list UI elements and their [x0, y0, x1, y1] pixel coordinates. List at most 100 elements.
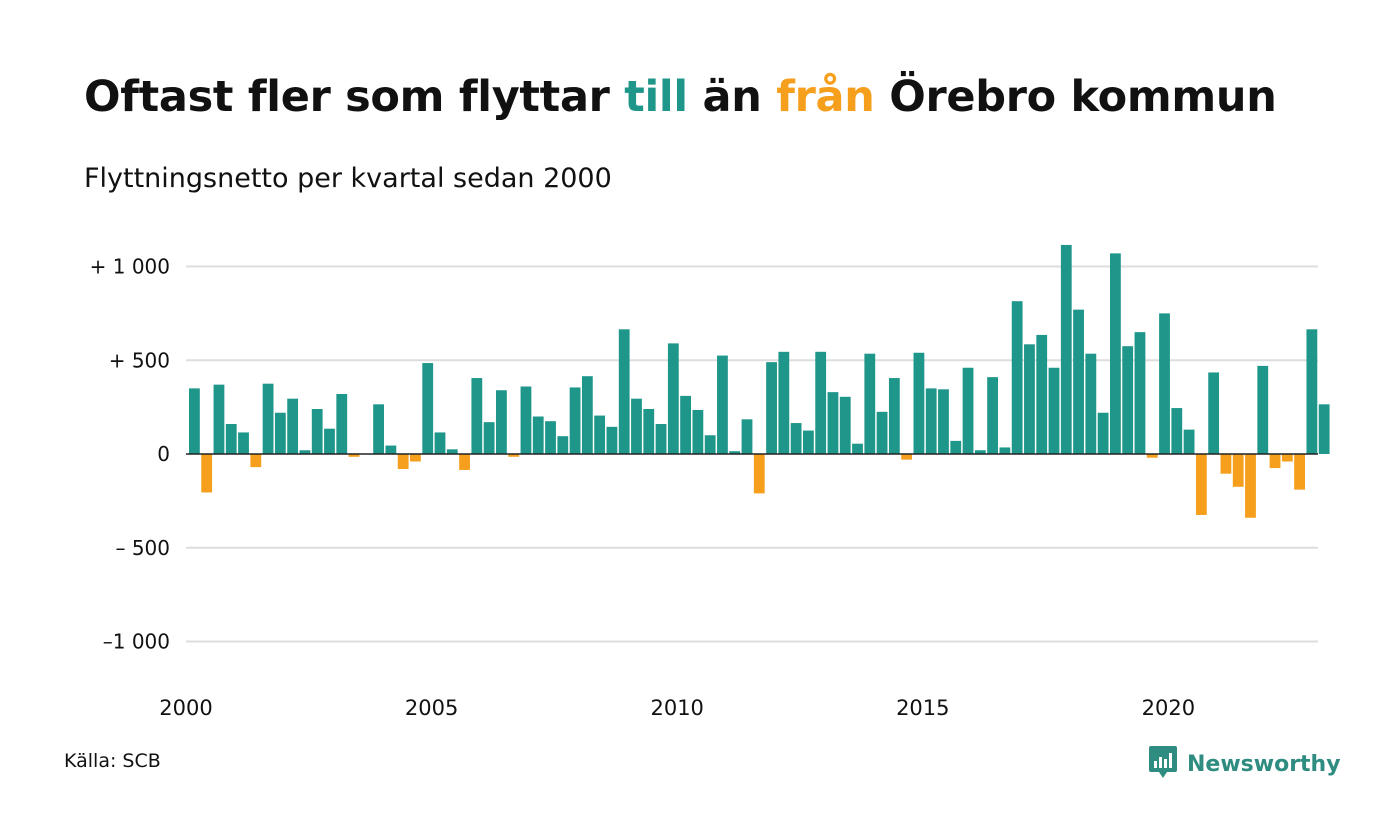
bar-2012-k4 — [815, 351, 827, 454]
bar-2010-k4 — [717, 355, 728, 454]
bar-2018-k1 — [1073, 309, 1084, 455]
bar-2013-k4 — [864, 353, 876, 454]
bar-2012-k1 — [778, 351, 790, 454]
bar-2001-k2 — [250, 454, 262, 468]
bar-2021-k1 — [1220, 454, 1232, 474]
bar-2007-k3 — [557, 436, 569, 454]
y-tick-label: 0 — [157, 442, 170, 466]
bar-2012-k2 — [790, 423, 802, 454]
x-tick-label: 2020 — [1142, 696, 1195, 720]
bar-2000-k2 — [201, 454, 213, 493]
y-axis-labels: + 1 000 + 500 0 – 500 –1 000 — [90, 255, 170, 654]
title-part-3: än — [687, 72, 777, 122]
bar-2004-k4 — [422, 363, 434, 454]
bar-2022-k3 — [1294, 454, 1305, 490]
bar-2022-k1 — [1269, 454, 1281, 469]
bar-2002-k4 — [324, 428, 335, 454]
y-tick-label: + 500 — [109, 348, 170, 372]
bar-2021-k3 — [1245, 454, 1256, 518]
bar-2011-k1 — [729, 451, 741, 454]
newsworthy-logo[interactable]: Newsworthy — [1148, 744, 1341, 784]
brand-name: Newsworthy — [1187, 751, 1341, 777]
bar-2018-k4 — [1110, 253, 1121, 455]
y-tick-label: + 1 000 — [90, 255, 170, 279]
y-tick-label: – 500 — [115, 536, 170, 560]
chart-subtitle: Flyttningsnetto per kvartal sedan 2000 — [84, 163, 612, 194]
bar-2009-k3 — [655, 424, 667, 454]
bar-2009-k4 — [667, 343, 679, 455]
bar-2006-k4 — [520, 386, 532, 454]
bar-2015-k3 — [950, 440, 962, 455]
bar-2019-k1 — [1122, 346, 1134, 454]
bar-2003-k2 — [348, 454, 360, 457]
newsworthy-chart-icon — [1148, 744, 1178, 784]
bar-2017-k4 — [1060, 244, 1072, 454]
bar-2016-k4 — [1011, 301, 1023, 454]
bar-2011-k2 — [741, 419, 753, 454]
bar-2009-k2 — [643, 409, 655, 454]
bar-2021-k2 — [1232, 454, 1244, 487]
bar-2018-k3 — [1097, 412, 1109, 454]
bar-2001-k1 — [238, 432, 249, 454]
bar-2014-k3 — [901, 454, 913, 460]
bar-2022-k2 — [1281, 454, 1293, 462]
bar-2013-k3 — [852, 443, 863, 454]
bar-2019-k3 — [1146, 454, 1158, 458]
bar-2013-k2 — [839, 396, 851, 454]
bar-2017-k3 — [1048, 367, 1060, 454]
bar-2022-k4 — [1306, 329, 1318, 454]
bar-2011-k4 — [766, 362, 777, 455]
x-axis-labels: 2000 2005 2010 2015 2020 — [159, 696, 1195, 720]
bar-2004-k3 — [410, 454, 421, 462]
bar-2017-k1 — [1024, 344, 1035, 454]
bar-2008-k2 — [594, 415, 606, 454]
bar-2001-k3 — [262, 383, 274, 454]
bar-2020-k1 — [1171, 408, 1183, 454]
bar-2003-k1 — [336, 394, 348, 454]
bar-2005-k3 — [459, 454, 470, 470]
bar-2014-k4 — [913, 352, 925, 454]
bar-2019-k2 — [1134, 332, 1146, 455]
bar-2021-k4 — [1257, 365, 1269, 455]
grid-lines — [186, 265, 1318, 643]
y-tick-label: –1 000 — [103, 630, 170, 654]
bar-2016-k1 — [974, 450, 986, 454]
bar-2006-k3 — [508, 454, 520, 457]
bar-2016-k2 — [987, 377, 998, 455]
chart-title: Oftast fler som flyttar till än från Öre… — [84, 72, 1277, 122]
bar-2020-k2 — [1183, 429, 1195, 455]
bar-2004-k2 — [397, 454, 409, 469]
title-highlight-till: till — [624, 72, 688, 122]
x-tick-label: 2000 — [159, 696, 212, 720]
bar-2011-k3 — [753, 454, 765, 494]
title-part-5: Örebro kommun — [874, 72, 1277, 122]
bar-2005-k1 — [434, 432, 446, 454]
x-tick-label: 2015 — [896, 696, 949, 720]
bar-2020-k4 — [1208, 372, 1220, 454]
bar-2010-k2 — [692, 409, 704, 454]
x-tick-label: 2010 — [650, 696, 703, 720]
bar-2005-k4 — [471, 378, 483, 454]
bar-2015-k4 — [962, 367, 974, 454]
bar-2013-k1 — [827, 392, 839, 455]
bar-2010-k3 — [704, 435, 716, 454]
bar-2008-k3 — [606, 426, 618, 454]
bar-2010-k1 — [680, 395, 691, 455]
bar-2017-k2 — [1036, 334, 1048, 454]
bar-2006-k2 — [496, 390, 507, 454]
bar-2019-k4 — [1159, 313, 1170, 455]
bar-2007-k2 — [545, 421, 556, 454]
bar-2007-k4 — [569, 387, 581, 454]
bar-2008-k4 — [618, 329, 630, 454]
bar-2008-k1 — [581, 376, 593, 454]
bar-2016-k3 — [999, 447, 1011, 454]
bar-2002-k1 — [287, 398, 299, 454]
x-tick-label: 2005 — [405, 696, 458, 720]
bar-2012-k3 — [803, 430, 814, 454]
bar-2020-k3 — [1195, 454, 1207, 515]
bar-2006-k1 — [483, 422, 495, 455]
title-highlight-fran: från — [776, 72, 875, 122]
bar-2000-k1 — [189, 388, 200, 455]
bar-2018-k2 — [1085, 353, 1097, 454]
